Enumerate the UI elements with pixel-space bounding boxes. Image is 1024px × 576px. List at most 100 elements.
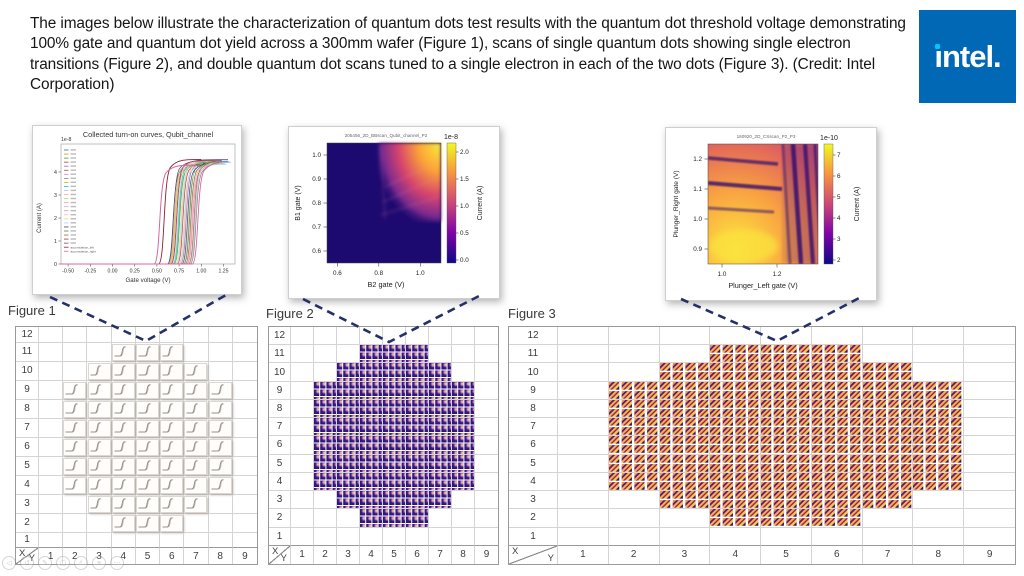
thumb-curve-path bbox=[138, 346, 152, 357]
wafer-cell bbox=[913, 381, 965, 400]
wafer-cell bbox=[608, 381, 660, 400]
wafer-cell bbox=[383, 454, 406, 473]
wafer-cell bbox=[208, 399, 233, 419]
wafer-cell bbox=[160, 494, 185, 514]
wafer-cell bbox=[659, 491, 711, 510]
die-thumbnail-curve bbox=[184, 438, 208, 456]
col-header: 5 bbox=[383, 544, 406, 564]
thumb-curve-path bbox=[186, 422, 199, 433]
wafer-cell bbox=[87, 475, 112, 495]
wafer-cell bbox=[291, 327, 314, 346]
wafer-cell bbox=[913, 345, 965, 364]
wafer-cell bbox=[184, 532, 209, 549]
x-axis-label: Plunger_Left gate (V) bbox=[728, 281, 797, 290]
pen-icon[interactable]: ✎ bbox=[38, 556, 52, 570]
thumb-curve-path bbox=[186, 421, 198, 433]
prev-icon[interactable]: ◁ bbox=[2, 556, 16, 570]
figure2-inset-plot: 205456_2D_BBscan_Qubit_channel_P2 1e-8 B… bbox=[288, 126, 500, 299]
thumb-curve-path bbox=[65, 460, 79, 471]
wafer-cell bbox=[761, 418, 812, 437]
wafer-cell bbox=[475, 363, 498, 382]
more-icon[interactable]: ⋯ bbox=[110, 556, 124, 570]
die-thumbnails-double-dot bbox=[862, 418, 913, 436]
y-tick-labels: 1.0 0.9 0.8 0.7 0.6 bbox=[312, 152, 321, 255]
thumb-curve-path bbox=[138, 517, 152, 528]
die-thumbnails-double-dot bbox=[811, 472, 862, 491]
y-scale-factor: 1e-8 bbox=[61, 137, 71, 143]
wafer-cell bbox=[710, 491, 762, 510]
thumb-curve-path bbox=[162, 459, 173, 471]
thumb-curve-path bbox=[65, 478, 78, 490]
die-thumbnail-curve bbox=[160, 419, 184, 437]
y-axis-letter: Y bbox=[280, 553, 287, 564]
wafer-cell bbox=[208, 532, 233, 549]
wafer-cell bbox=[232, 457, 257, 476]
figure2-wafer-map: 12 11 10 9 8 7 6 5 4 3 2 1 X Y 1 2 3 4 5 6 7 8 9 bbox=[268, 326, 499, 565]
die-thumbnails-double-dot bbox=[608, 454, 659, 472]
wafer-cell bbox=[811, 454, 863, 473]
thumb-curve-path bbox=[162, 460, 174, 471]
die-thumbnails-double-dot bbox=[913, 436, 964, 454]
undo-icon[interactable]: ↺ bbox=[20, 556, 34, 570]
wafer-cell bbox=[63, 475, 88, 495]
menu-icon[interactable]: ≡ bbox=[92, 556, 106, 570]
thumb-curve-path bbox=[162, 497, 173, 509]
die-thumbnail-curve bbox=[160, 381, 184, 399]
wafer-cell bbox=[39, 342, 64, 362]
wafer-cell bbox=[452, 381, 475, 400]
row-header: 1 bbox=[269, 527, 291, 546]
y-tick-labels: 4 3 2 1 0 bbox=[54, 170, 57, 268]
col-header: 4 bbox=[360, 544, 383, 564]
row-header: 8 bbox=[16, 399, 39, 419]
intel-logo: ıntel. bbox=[919, 10, 1016, 103]
die-thumbnail-curve bbox=[87, 381, 111, 399]
wafer-cell bbox=[862, 345, 914, 364]
zoom-icon[interactable]: ⌕ bbox=[74, 556, 88, 570]
legend-entry bbox=[70, 149, 76, 151]
wafer-cell bbox=[184, 494, 209, 514]
thumb-curve-path bbox=[186, 365, 199, 376]
wafer-cell bbox=[452, 327, 475, 346]
die-thumbnail-curve bbox=[63, 476, 87, 494]
die-thumbnail-curve bbox=[160, 343, 184, 361]
die-thumbnails-double-dot bbox=[659, 454, 710, 472]
die-thumbnails-double-dot bbox=[862, 436, 913, 454]
cbar-tick: 3 bbox=[837, 236, 841, 243]
die-thumbnail-curve bbox=[160, 495, 184, 513]
row-header: 2 bbox=[16, 513, 39, 533]
wafer-cell bbox=[87, 532, 112, 549]
y-tick: 1.0 bbox=[312, 152, 321, 159]
row-header: 7 bbox=[509, 418, 558, 437]
thumb-curve-path bbox=[162, 516, 173, 528]
legend-entry bbox=[70, 193, 76, 196]
wafer-cell bbox=[558, 418, 609, 437]
wafer-cell bbox=[659, 399, 711, 419]
colorbar-ticks bbox=[456, 151, 459, 261]
die-thumbnails-double-dot bbox=[608, 381, 659, 399]
die-thumbnails-double-dot bbox=[710, 454, 761, 472]
die-thumbnails-double-dot bbox=[710, 418, 761, 436]
die-thumbnails-single-dot bbox=[360, 436, 382, 454]
colorbar bbox=[823, 143, 834, 265]
x-axis-label: Gate voltage (V) bbox=[125, 277, 170, 284]
row-header: 10 bbox=[269, 363, 291, 382]
wafer-cell bbox=[208, 342, 233, 362]
wafer-cell bbox=[710, 509, 762, 528]
wafer-cell bbox=[913, 454, 965, 473]
wafer-cell bbox=[761, 491, 812, 510]
wafer-cell bbox=[39, 494, 64, 514]
wafer-cell bbox=[452, 509, 475, 528]
die-thumbnails-single-dot bbox=[429, 399, 451, 418]
thumb-curve-path bbox=[65, 440, 78, 452]
wafer-cell bbox=[63, 342, 88, 362]
wafer-cell bbox=[659, 381, 711, 400]
wafer-cell bbox=[232, 476, 257, 495]
thumb-curve-path bbox=[90, 459, 101, 471]
wafer-cell bbox=[964, 509, 1015, 528]
row-header: 5 bbox=[509, 454, 558, 473]
eraser-icon[interactable]: ▢ bbox=[56, 556, 70, 570]
thumb-curve-path bbox=[211, 459, 223, 471]
wafer-cell bbox=[811, 345, 863, 364]
wafer-cell bbox=[383, 527, 406, 546]
die-thumbnails-double-dot bbox=[811, 418, 862, 436]
